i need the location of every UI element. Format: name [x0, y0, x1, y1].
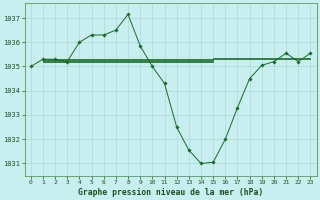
X-axis label: Graphe pression niveau de la mer (hPa): Graphe pression niveau de la mer (hPa) [78, 188, 263, 197]
